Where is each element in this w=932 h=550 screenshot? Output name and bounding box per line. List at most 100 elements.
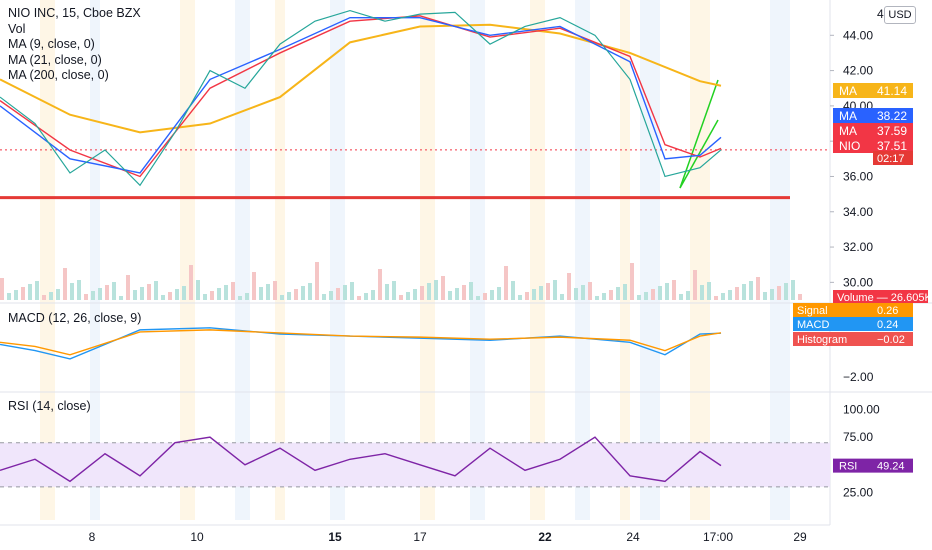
price-label-value: 38.22 [877,109,907,123]
volume-bar [154,281,158,300]
volume-bar [791,280,795,300]
volume-bar [686,291,690,300]
volume-bar [763,292,767,300]
volume-bar [756,277,760,300]
ma9-line [0,16,722,174]
volume-bar [91,291,95,300]
time-tick-label: 22 [538,530,552,544]
time-tick-label: 10 [190,530,204,544]
session-band [420,0,435,520]
price-label-name: MA [839,84,857,98]
volume-bar [308,283,312,300]
volume-bar [224,285,228,300]
volume-bar [693,270,697,300]
volume-bar [581,285,585,300]
session-band [470,0,485,520]
volume-bar [623,284,627,300]
volume-bar [280,295,284,300]
volume-bar [238,296,242,300]
volume-bar [406,292,410,300]
legend-ma200[interactable]: MA (200, close, 0) [8,68,109,82]
volume-bar [637,295,641,300]
price-tick-label: 4 [877,7,884,21]
volume-bar [0,278,4,300]
volume-bar [35,281,39,300]
volume-bar [602,293,606,300]
legend-ma9[interactable]: MA (9, close, 0) [8,37,95,51]
volume-bar [252,272,256,300]
macd-label-name: Histogram [797,334,847,346]
macd-label-name: Signal [797,305,828,317]
time-tick-label: 29 [793,530,807,544]
volume-bar [14,290,18,300]
countdown-bg [873,151,913,165]
rsi-title[interactable]: RSI (14, close) [8,399,91,413]
volume-bar [784,283,788,300]
macd-title[interactable]: MACD (12, 26, close, 9) [8,311,142,325]
volume-bar [266,284,270,300]
price-label-bg [833,123,913,138]
volume-bar [588,282,592,300]
volume-bar [476,296,480,300]
price-label-bg [833,138,913,153]
volume-bar [322,294,326,300]
currency-button[interactable]: USD [884,6,916,24]
legend-symbol[interactable]: NIO INC, 15, Cboe BZX [8,6,141,20]
volume-bar [392,281,396,300]
volume-bar [770,289,774,300]
volume-bar [343,285,347,300]
volume-bar [679,294,683,300]
volume-bar [175,289,179,300]
volume-bar [721,293,725,300]
price-tick-label: 42.00 [843,64,873,78]
time-tick-label: 8 [89,530,96,544]
session-band [690,0,710,520]
rsi-label-bg [833,458,913,473]
volume-bar [413,289,417,300]
price-tick-label: 34.00 [843,205,873,219]
rsi-line [0,436,722,483]
volume-bar [133,290,137,300]
volume-bar [616,287,620,300]
volume-bar [378,269,382,300]
volume-bar [336,288,340,300]
volume-bar [532,289,536,300]
rsi-label-name: RSI [839,461,857,473]
price-label-bg [833,108,913,123]
volume-bar [7,293,11,300]
volume-bar [651,289,655,300]
volume-bar [21,287,25,300]
volume-bar [560,294,564,300]
rsi-tick-label: 100.00 [843,403,880,417]
legend-ma21[interactable]: MA (21, close, 0) [8,52,102,67]
volume-bar [609,290,613,300]
macd-label-bg [793,332,913,346]
volume-bar [84,294,88,300]
volume-bar [644,292,648,300]
session-band [640,0,660,520]
session-band [575,0,590,520]
volume-bar [735,287,739,300]
volume-bar [189,265,193,300]
price-label-name: MA [839,109,857,123]
volume-bar [700,285,704,300]
volume-bar [315,262,319,300]
macd-label-name: MACD [797,319,829,331]
rsi-band [0,442,830,487]
volume-bar [168,292,172,300]
volume-bar [329,291,333,300]
volume-bar [399,295,403,300]
price-label-value: 37.59 [877,124,907,138]
price-tick-label: 36.00 [843,169,873,183]
session-band [530,0,545,520]
volume-bar [567,273,571,300]
price-label-value: 37.51 [877,139,907,153]
legend-vol[interactable]: Vol [8,21,26,36]
price-label-name: MA [839,124,857,138]
macd-line [0,327,722,360]
volume-bar [371,290,375,300]
volume-bar [728,290,732,300]
volume-bar [49,292,53,300]
volume-bar [441,276,445,300]
